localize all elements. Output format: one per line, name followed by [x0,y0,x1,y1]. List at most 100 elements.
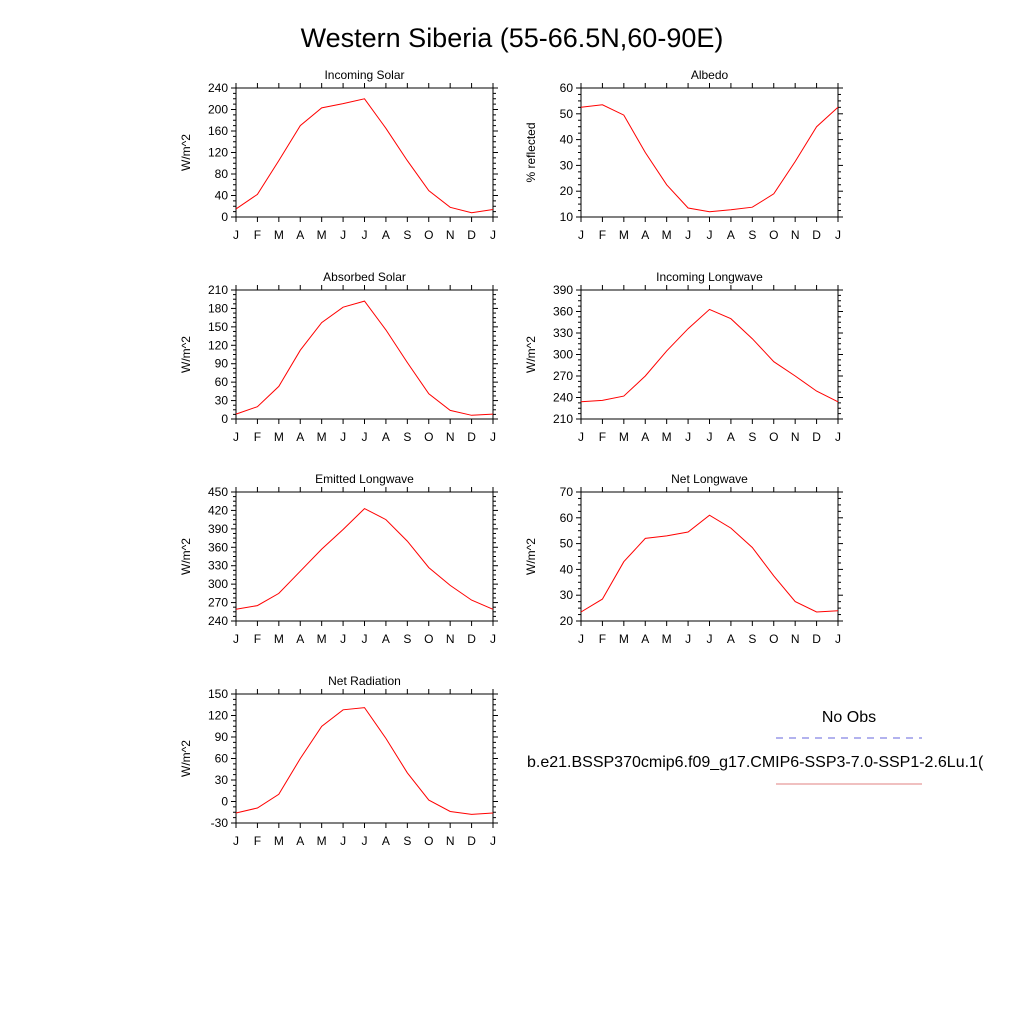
y-tick-label: 200 [208,103,228,117]
x-tick-label: S [403,834,411,848]
panel-title-absorbed-solar: Absorbed Solar [323,270,406,284]
y-tick-label: 40 [215,189,229,203]
legend-label-obs: No Obs [822,709,876,726]
x-tick-label: A [641,632,649,646]
series-line-incoming-longwave [580,308,839,403]
x-tick-label: M [619,632,629,646]
series-line-emitted-longwave [235,507,494,610]
x-tick-label: F [599,632,606,646]
x-tick-label: J [362,632,368,646]
x-tick-label: J [685,430,691,444]
x-tick-label: S [403,228,411,242]
x-tick-label: A [382,430,390,444]
y-tick-label: 60 [215,375,229,389]
x-tick-label: J [490,834,496,848]
series-line-albedo [580,104,839,213]
y-tick-label: 120 [208,709,228,723]
y-tick-label: 360 [208,540,228,554]
x-tick-label: O [424,834,433,848]
x-tick-label: D [467,834,476,848]
x-tick-label: S [403,430,411,444]
legend: No Obs b.e21.BSSP370cmip6.f09_g17.CMIP6-… [527,709,984,785]
plot-frame [235,87,494,218]
y-tick-label: 360 [553,305,573,319]
x-tick-label: O [424,228,433,242]
y-tick-label: 50 [560,107,574,121]
y-axis-label: W/m^2 [179,538,193,575]
y-axis-label: W/m^2 [524,538,538,575]
x-tick-label: J [578,632,584,646]
x-tick-label: O [769,228,778,242]
x-tick-label: J [490,430,496,444]
y-tick-label: 210 [208,283,228,297]
x-tick-label: A [296,632,304,646]
x-tick-label: N [446,632,455,646]
x-tick-label: D [467,632,476,646]
y-axis-label: W/m^2 [179,740,193,777]
y-tick-label: 0 [221,412,228,426]
plot-frame [235,289,494,420]
y-tick-label: 150 [208,687,228,701]
x-tick-label: D [467,430,476,444]
x-tick-label: J [340,228,346,242]
x-tick-label: F [599,430,606,444]
series-line-incoming-solar [235,98,494,214]
x-tick-label: J [707,430,713,444]
x-tick-label: J [362,834,368,848]
y-tick-label: 60 [215,752,229,766]
y-tick-label: 90 [215,357,229,371]
x-tick-label: F [254,834,261,848]
x-tick-label: D [467,228,476,242]
y-tick-label: 420 [208,503,228,517]
panel-title-albedo: Albedo [691,68,729,82]
y-tick-label: 270 [208,596,228,610]
x-tick-label: A [296,834,304,848]
x-tick-label: D [812,228,821,242]
x-tick-label: A [296,430,304,444]
y-tick-label: 20 [560,614,574,628]
x-tick-label: A [727,228,735,242]
x-tick-label: J [340,430,346,444]
y-tick-label: 40 [560,562,574,576]
x-tick-label: J [233,430,239,444]
x-tick-label: A [296,228,304,242]
x-tick-label: S [748,228,756,242]
y-tick-label: 0 [221,795,228,809]
series-line-net-longwave [580,514,839,613]
y-tick-label: 60 [560,81,574,95]
y-tick-label: 300 [208,577,228,591]
main-title: Western Siberia (55-66.5N,60-90E) [301,23,724,53]
y-tick-label: 270 [553,369,573,383]
y-tick-label: 330 [553,326,573,340]
x-tick-label: J [233,228,239,242]
x-tick-label: J [233,632,239,646]
panel-title-incoming-solar: Incoming Solar [324,68,404,82]
x-tick-label: M [662,632,672,646]
y-tick-label: 330 [208,559,228,573]
y-tick-label: 240 [208,81,228,95]
y-tick-label: 30 [215,773,229,787]
x-tick-label: M [274,430,284,444]
x-tick-label: J [707,228,713,242]
x-tick-label: O [424,430,433,444]
x-tick-label: M [317,632,327,646]
y-tick-label: 0 [221,210,228,224]
x-tick-label: A [382,632,390,646]
x-tick-label: J [490,228,496,242]
x-tick-label: A [641,430,649,444]
x-tick-label: J [578,228,584,242]
plot-frame [580,87,839,218]
x-tick-label: M [274,632,284,646]
x-tick-label: M [619,430,629,444]
y-axis-label: W/m^2 [179,336,193,373]
x-tick-label: O [769,632,778,646]
panel-title-net-longwave: Net Longwave [671,472,748,486]
series-line-net-radiation [235,707,494,815]
x-tick-label: M [317,834,327,848]
x-tick-label: J [578,430,584,444]
y-tick-label: -30 [211,816,229,830]
x-tick-label: J [362,228,368,242]
